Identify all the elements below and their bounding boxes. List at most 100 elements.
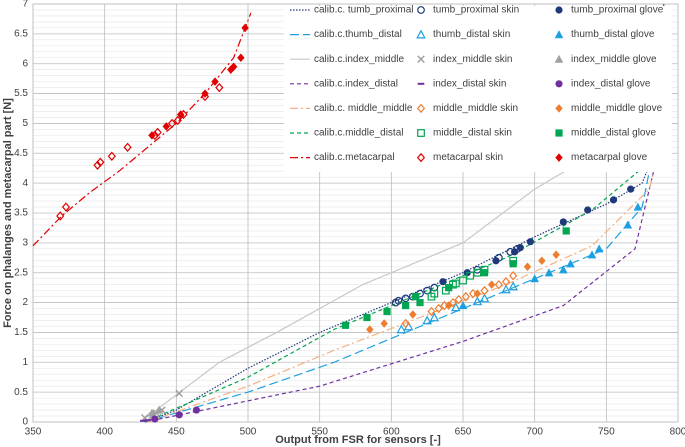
marker xyxy=(461,291,470,302)
marker xyxy=(96,157,105,167)
marker xyxy=(479,293,490,303)
marker xyxy=(173,115,182,126)
marker xyxy=(394,296,403,305)
marker xyxy=(566,259,575,268)
y-tick-label: 6 xyxy=(22,58,28,69)
marker xyxy=(445,284,453,292)
marker xyxy=(430,283,439,292)
marker xyxy=(584,206,592,214)
marker xyxy=(401,294,410,303)
marker xyxy=(458,301,468,310)
marker xyxy=(402,301,410,310)
legend-label: calib.c.index_distal xyxy=(314,78,398,89)
marker xyxy=(416,29,426,39)
legend: calib.c. tumb_proximal tumb_proximal skin… xyxy=(284,5,672,172)
marker xyxy=(229,62,238,71)
marker xyxy=(473,289,482,298)
x-axis-title: Output from FSR for sensors [-] xyxy=(275,434,441,446)
marker xyxy=(509,270,518,281)
legend-label: calib.c.metacarpal xyxy=(314,152,395,163)
marker xyxy=(430,289,439,298)
plot-frame xyxy=(32,3,679,423)
marker xyxy=(501,284,511,294)
marker xyxy=(56,211,65,221)
marker xyxy=(154,405,164,414)
marker xyxy=(412,292,420,301)
legend-label: thumb_distal skin xyxy=(433,29,510,40)
legend-label: index_middle skin xyxy=(433,54,513,65)
y-tick-label: 3.5 xyxy=(14,208,28,219)
marker xyxy=(176,110,185,119)
marker xyxy=(380,319,388,328)
marker xyxy=(623,220,633,229)
marker xyxy=(396,324,407,334)
y-tick-label: 3 xyxy=(22,237,28,248)
marker xyxy=(192,406,200,414)
marker xyxy=(107,151,116,161)
legend-label: thumb_distal glove xyxy=(571,29,655,40)
marker xyxy=(544,268,554,277)
marker xyxy=(211,77,219,86)
marker xyxy=(554,30,564,39)
marker xyxy=(427,306,436,317)
calibration-line xyxy=(144,4,665,423)
marker xyxy=(123,142,132,153)
legend-label: calib.c.thumb_distal xyxy=(314,29,402,40)
x-tick-label: 450 xyxy=(168,427,185,438)
x-tick-label: 800 xyxy=(670,427,685,438)
legend-label: index_distal glove xyxy=(571,78,651,89)
marker xyxy=(417,55,425,64)
x-tick-label: 500 xyxy=(240,427,257,438)
marker xyxy=(383,307,391,316)
marker xyxy=(444,301,453,310)
marker xyxy=(555,104,563,113)
marker xyxy=(555,6,563,14)
marker xyxy=(633,202,643,211)
marker xyxy=(492,257,500,265)
marker xyxy=(422,315,432,325)
y-tick-label: 2 xyxy=(22,297,28,308)
legend-label: calib.c.middle_distal xyxy=(314,128,404,139)
legend-label: calib.c.index_middle xyxy=(314,54,404,65)
marker xyxy=(459,276,467,285)
x-tick-label: 750 xyxy=(598,427,615,438)
legend-label: metacarpal glove xyxy=(571,152,648,163)
marker xyxy=(167,118,177,129)
legend-label: calib.c. tumb_proximal xyxy=(314,5,413,16)
marker xyxy=(363,313,371,322)
marker xyxy=(416,298,424,307)
marker xyxy=(501,276,511,287)
marker xyxy=(237,53,245,63)
marker xyxy=(451,302,461,312)
marker xyxy=(523,262,532,272)
marker xyxy=(609,196,618,204)
marker xyxy=(151,415,159,423)
marker xyxy=(148,131,156,140)
marker xyxy=(147,408,157,417)
legend-label: metacarpal skin xyxy=(433,152,503,163)
marker xyxy=(562,227,570,235)
marker xyxy=(439,278,447,286)
y-tick-label: 4 xyxy=(22,178,28,189)
calibration-line xyxy=(144,4,665,423)
marker xyxy=(509,260,517,268)
legend-label: middle_middle glove xyxy=(571,103,663,114)
x-tick-label: 700 xyxy=(526,427,543,438)
marker xyxy=(480,269,489,277)
legend-label: middle_distal glove xyxy=(571,128,656,139)
y-tick-label: 5 xyxy=(22,118,28,129)
marker xyxy=(516,244,524,252)
legend-label: index_distal skin xyxy=(433,78,506,89)
calibration-line xyxy=(32,12,252,247)
marker xyxy=(341,321,350,329)
marker xyxy=(241,23,249,33)
legend-label: index_middle glove xyxy=(571,54,657,65)
marker xyxy=(538,256,546,266)
marker xyxy=(552,250,560,260)
marker xyxy=(555,80,563,88)
legend-label: middle_middle skin xyxy=(433,103,518,114)
y-axis-title: Force on phalanges and metacarpal part [… xyxy=(2,98,14,328)
marker xyxy=(559,265,568,274)
y-tick-label: 5.5 xyxy=(14,88,28,99)
